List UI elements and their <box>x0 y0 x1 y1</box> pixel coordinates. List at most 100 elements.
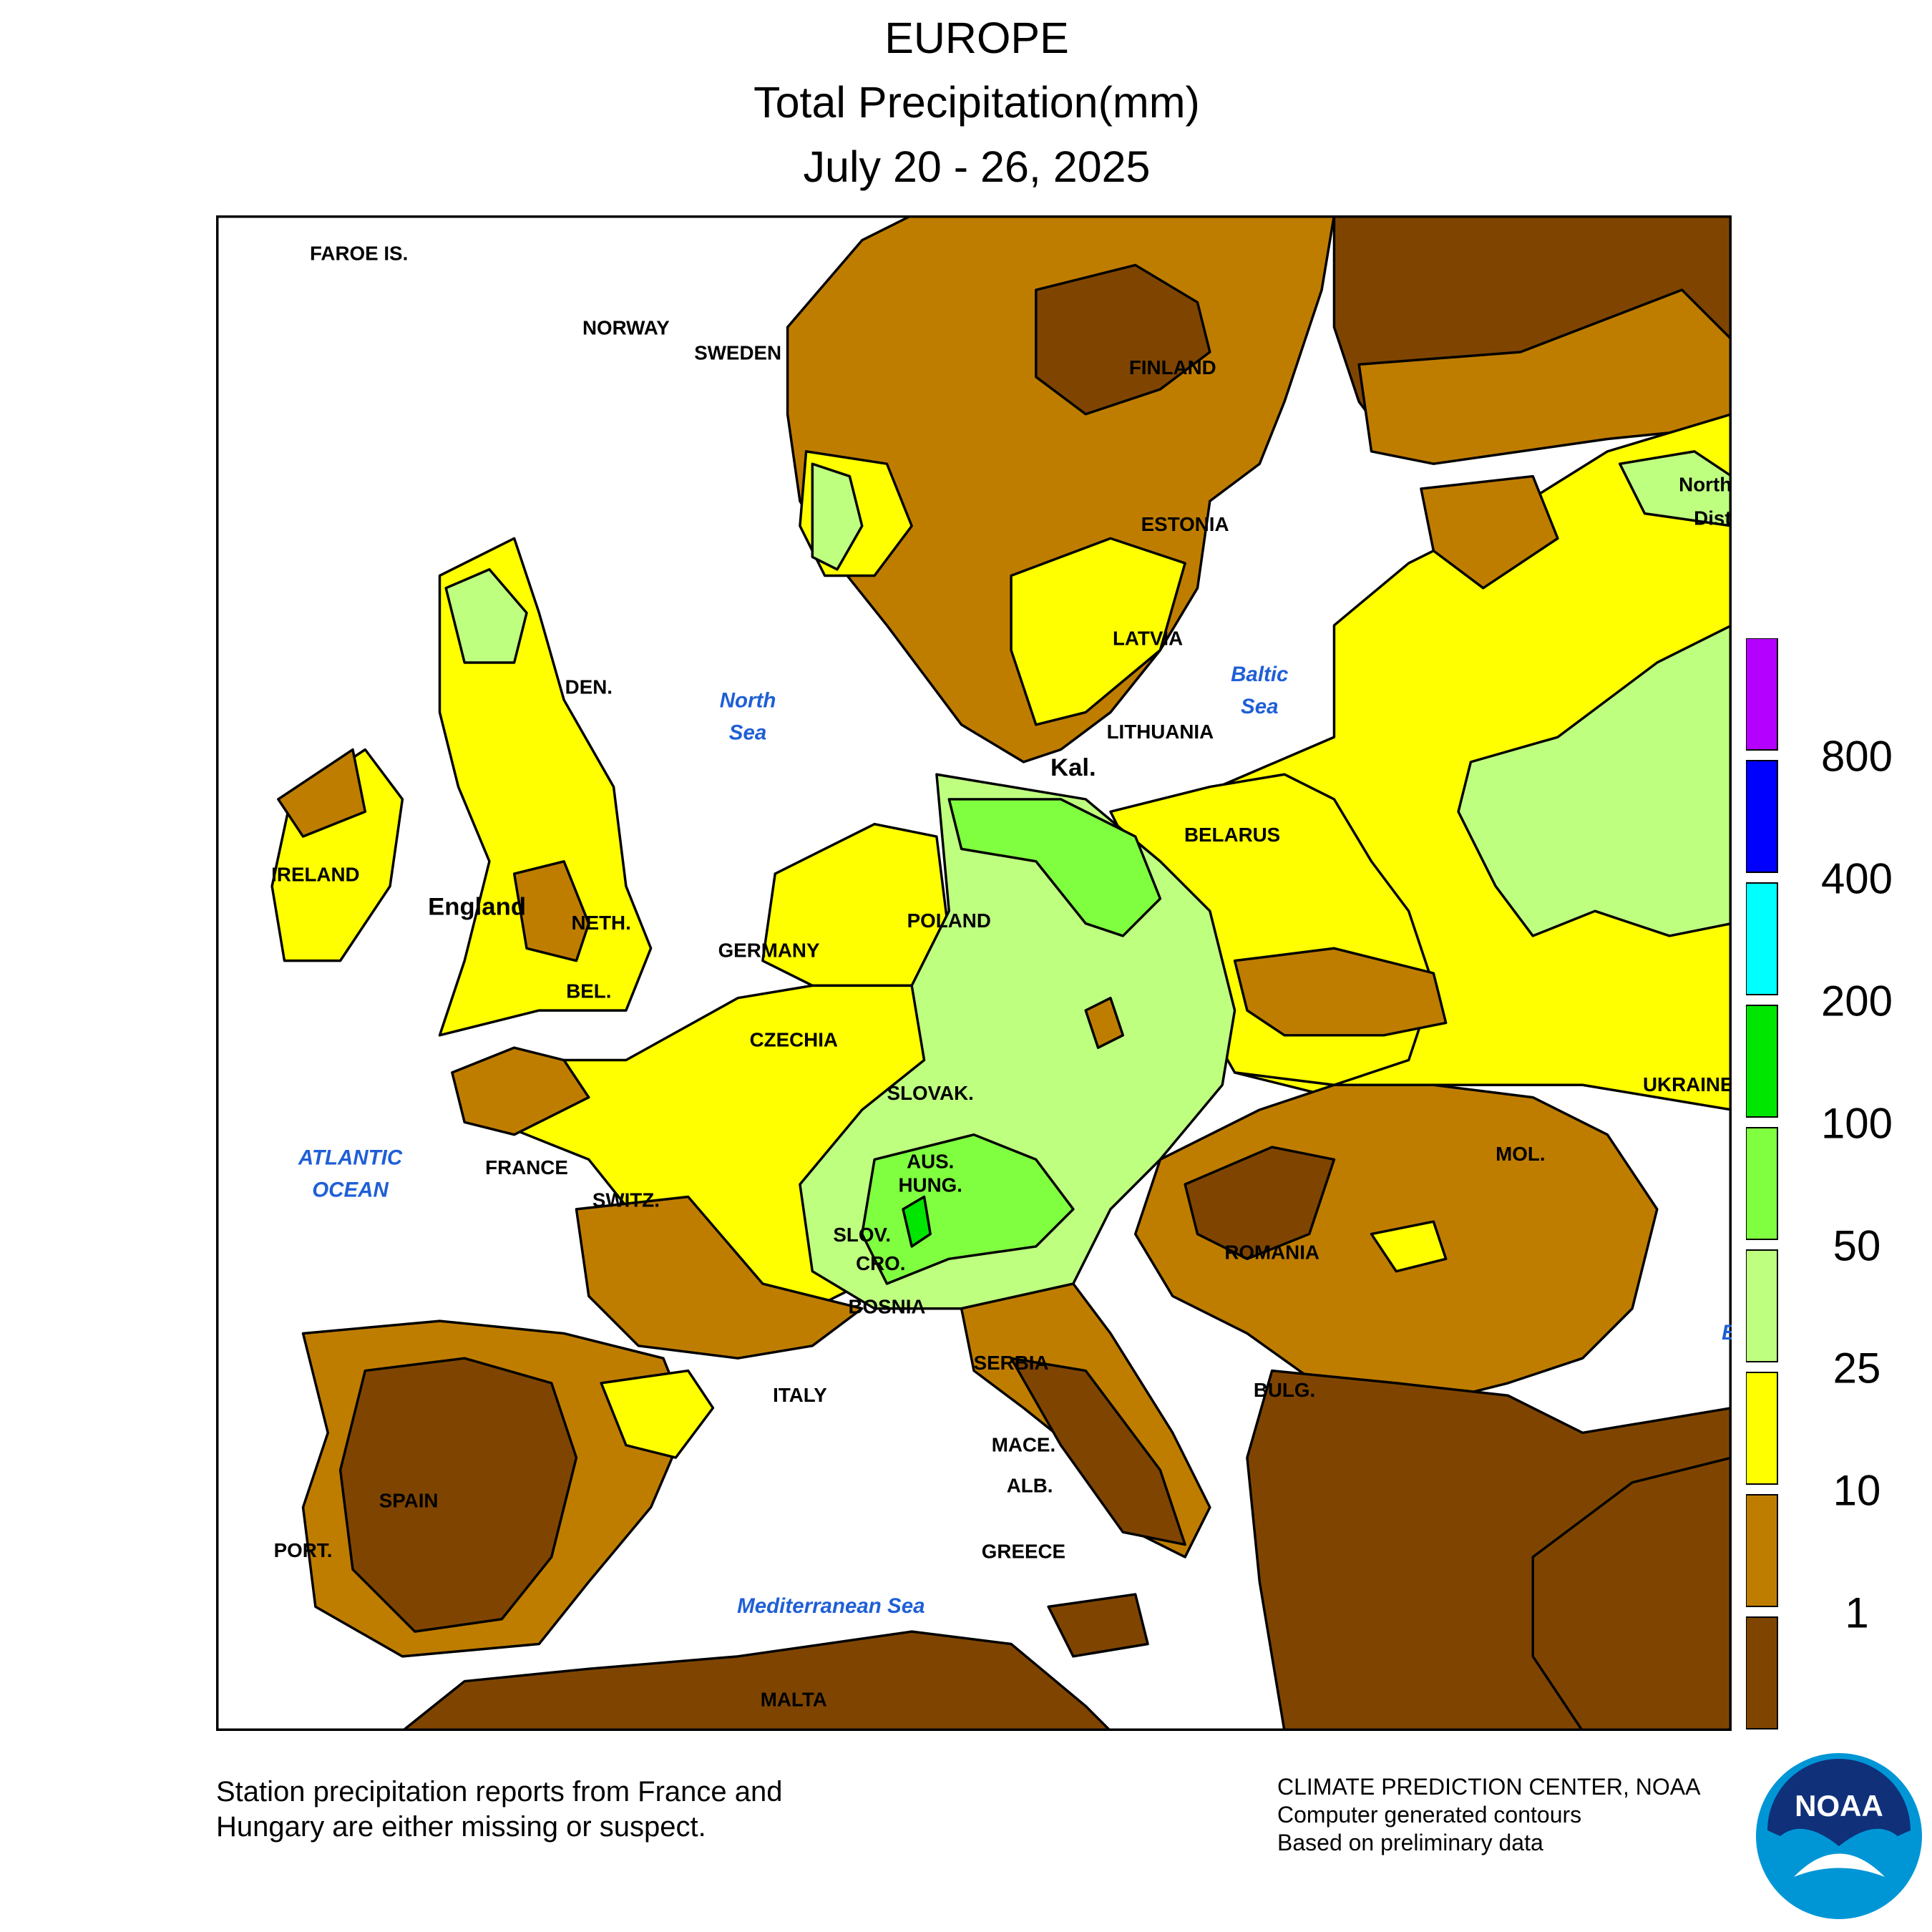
benelux-region <box>761 822 951 987</box>
country-label-romania: ROMANIA <box>1224 1241 1319 1263</box>
country-label-distri: Distri <box>1694 507 1732 529</box>
north-sea-label-1: North <box>720 688 776 712</box>
country-label-hung: HUNG. <box>899 1174 962 1196</box>
scotland-wet <box>444 568 528 664</box>
country-label-switz: SWITZ. <box>592 1189 660 1211</box>
catalonia-wet <box>600 1369 715 1459</box>
country-label-spain: SPAIN <box>379 1490 439 1512</box>
estonia-dry <box>1420 474 1559 590</box>
north-africa-dry <box>401 1630 1112 1731</box>
mediterranean-sea-label: Mediterranean Sea <box>737 1594 924 1618</box>
country-label-norway: NORWAY <box>582 317 670 339</box>
country-label-greece: GREECE <box>982 1541 1065 1563</box>
credit-line-1: CLIMATE PREDICTION CENTER, NOAA <box>1277 1774 1701 1800</box>
precipitation-map: FAROE IS. NORWAY SWEDEN FINLAND ESTONIA North… <box>216 215 1732 1731</box>
southwest-france-dry <box>575 1195 864 1360</box>
country-label-bulg: BULG. <box>1254 1379 1315 1401</box>
legend-label-800: 800 <box>1821 733 1893 781</box>
precipitation-legend: 800 400 200 100 50 25 10 1 <box>1746 638 1893 1729</box>
legend-swatch-1 <box>1746 1616 1778 1729</box>
map-frame <box>216 215 1732 1731</box>
map-period-title: July 20 - 26, 2025 <box>803 142 1151 191</box>
legend-swatch-7 <box>1746 882 1778 995</box>
credit-line-3: Based on preliminary data <box>1277 1830 1543 1855</box>
legend-label-50: 50 <box>1833 1222 1881 1270</box>
country-label-mace: MACE. <box>992 1433 1055 1455</box>
country-label-den: DEN. <box>565 675 613 698</box>
switzerland-max <box>902 1195 932 1248</box>
legend-swatch-3 <box>1746 1372 1778 1485</box>
south-italy-dry <box>1010 1357 1186 1546</box>
baltic-sea-label-1: Baltic <box>1231 663 1288 686</box>
country-label-slovak: SLOVAK. <box>887 1082 974 1104</box>
sweden-south-wet <box>1010 537 1186 726</box>
country-label-slov: SLOV. <box>833 1224 891 1246</box>
map-variable-title: Total Precipitation(mm) <box>753 78 1200 127</box>
country-label-latvia: LATVIA <box>1113 628 1183 650</box>
country-label-neth: NETH. <box>572 912 631 934</box>
northwest-district-wet <box>1619 450 1732 527</box>
atlantic-ocean-label-1: ATLANTIC <box>298 1146 403 1169</box>
country-label-faroe-is: FAROE IS. <box>310 242 408 264</box>
belarus-wet-area <box>1457 624 1732 937</box>
country-label-belarus: BELARUS <box>1184 824 1280 846</box>
northeast-germany-heavy <box>947 798 1162 937</box>
legend-swatch-6 <box>1746 1005 1778 1118</box>
country-label-finland: FINLAND <box>1129 356 1216 379</box>
country-label-cro: CRO. <box>856 1252 905 1274</box>
sweden-dry-area <box>1035 263 1211 416</box>
country-label-france: FRANCE <box>485 1156 568 1179</box>
finland-south <box>1357 288 1732 465</box>
note-line-1: Station precipitation reports from Franc… <box>216 1776 783 1807</box>
legend-swatch-4 <box>1746 1249 1778 1362</box>
country-label-poland: POLAND <box>907 909 991 932</box>
country-label-alb: ALB. <box>1007 1475 1053 1497</box>
legend-swatch-8 <box>1746 760 1778 873</box>
legend-swatch-2 <box>1746 1494 1778 1607</box>
country-label-northw: Northw <box>1679 473 1732 495</box>
romania-wet-spot <box>1370 1220 1448 1273</box>
central-spain-dry <box>338 1357 578 1633</box>
brittany-dry <box>451 1046 590 1136</box>
ireland-north-dry <box>277 748 367 838</box>
england-dry <box>512 860 590 962</box>
country-label-lithuania: LITHUANIA <box>1107 721 1214 743</box>
country-label-port: PORT. <box>274 1539 333 1561</box>
legend-label-200: 200 <box>1821 977 1893 1025</box>
atlantic-ocean-label-2: OCEAN <box>312 1178 389 1201</box>
turkey-dry <box>1531 1456 1732 1731</box>
black-sea-label: B <box>1722 1321 1732 1345</box>
norway-coast-green <box>811 462 864 571</box>
north-sea-label-2: Sea <box>729 721 767 745</box>
country-label-england: England <box>428 893 526 920</box>
country-label-kal: Kal. <box>1050 754 1096 781</box>
country-label-ukraine: UKRAINE <box>1643 1073 1732 1096</box>
country-label-czechia: CZECHIA <box>750 1028 838 1050</box>
note-line-2: Hungary are either missing or suspect. <box>216 1811 706 1843</box>
credit-block: CLIMATE PREDICTION CENTER, NOAA Computer… <box>1277 1773 1700 1857</box>
legend-label-1: 1 <box>1845 1589 1868 1637</box>
legend-label-10: 10 <box>1833 1467 1881 1515</box>
legend-swatch-5 <box>1746 1127 1778 1240</box>
country-label-serbia: SERBIA <box>974 1352 1049 1374</box>
country-label-estonia: ESTONIA <box>1141 513 1229 535</box>
country-label-bel: BEL. <box>566 980 611 1002</box>
country-label-germany: GERMANY <box>718 939 820 961</box>
poland-dry-area <box>1233 947 1448 1037</box>
baltic-sea-label-2: Sea <box>1241 695 1279 718</box>
data-quality-note: Station precipitation reports from Franc… <box>216 1775 783 1845</box>
country-label-mol: MOL. <box>1496 1143 1545 1165</box>
legend-label-400: 400 <box>1821 855 1893 903</box>
country-label-bosnia: BOSNIA <box>848 1296 925 1318</box>
noaa-logo: NOAA <box>1756 1753 1922 1919</box>
country-label-aus: AUS. <box>907 1151 954 1173</box>
credit-line-2: Computer generated contours <box>1277 1802 1582 1828</box>
legend-label-25: 25 <box>1833 1345 1881 1392</box>
country-label-ireland: IRELAND <box>271 864 359 886</box>
hungary-very-dry <box>1184 1146 1336 1261</box>
alps-heavy <box>861 1133 1075 1285</box>
map-region-title: EUROPE <box>884 14 1069 62</box>
sicily-dry <box>1047 1593 1149 1658</box>
legend-label-100: 100 <box>1821 1100 1893 1148</box>
country-label-sweden: SWEDEN <box>694 341 781 364</box>
